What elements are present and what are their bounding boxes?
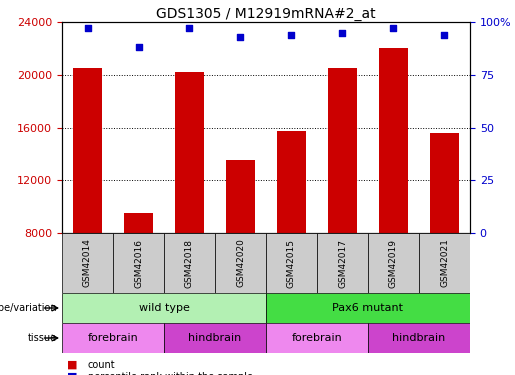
Bar	[431, 133, 458, 233]
Point	[287, 32, 296, 38]
Bar	[380, 48, 407, 233]
Bar	[62, 323, 164, 353]
Point	[338, 30, 347, 36]
Bar	[227, 160, 254, 233]
Bar	[419, 233, 470, 293]
Text: GSM42016: GSM42016	[134, 238, 143, 288]
Text: GSM42018: GSM42018	[185, 238, 194, 288]
Point	[83, 26, 92, 32]
Text: tissue: tissue	[28, 333, 57, 343]
Bar	[176, 72, 203, 233]
Text: GSM42017: GSM42017	[338, 238, 347, 288]
Text: count: count	[88, 360, 115, 370]
Text: percentile rank within the sample: percentile rank within the sample	[88, 372, 253, 375]
Point	[134, 44, 143, 50]
Text: GSM42015: GSM42015	[287, 238, 296, 288]
Bar	[368, 323, 470, 353]
Bar	[62, 293, 266, 323]
Title: GDS1305 / M12919mRNA#2_at: GDS1305 / M12919mRNA#2_at	[156, 7, 376, 21]
Text: Pax6 mutant: Pax6 mutant	[333, 303, 403, 313]
Text: GSM42014: GSM42014	[83, 238, 92, 287]
Point	[440, 32, 449, 38]
Text: ■: ■	[67, 372, 78, 375]
Text: hindbrain: hindbrain	[392, 333, 445, 343]
Bar	[113, 233, 164, 293]
Point	[185, 26, 194, 32]
Text: forebrain: forebrain	[291, 333, 342, 343]
Text: GSM42019: GSM42019	[389, 238, 398, 288]
Bar	[368, 233, 419, 293]
Bar	[62, 233, 113, 293]
Bar	[164, 323, 266, 353]
Bar	[266, 233, 317, 293]
Point	[236, 34, 245, 40]
Bar	[215, 233, 266, 293]
Bar	[74, 68, 101, 233]
Text: forebrain: forebrain	[88, 333, 139, 343]
Bar	[317, 233, 368, 293]
Text: GSM42021: GSM42021	[440, 238, 449, 287]
Bar	[164, 233, 215, 293]
Bar	[266, 293, 470, 323]
Bar	[329, 68, 356, 233]
Bar	[278, 132, 305, 233]
Point	[389, 26, 398, 32]
Text: genotype/variation: genotype/variation	[0, 303, 57, 313]
Bar	[266, 323, 368, 353]
Text: ■: ■	[67, 360, 78, 370]
Text: hindbrain: hindbrain	[188, 333, 242, 343]
Text: wild type: wild type	[139, 303, 190, 313]
Text: GSM42020: GSM42020	[236, 238, 245, 287]
Bar	[125, 213, 152, 233]
